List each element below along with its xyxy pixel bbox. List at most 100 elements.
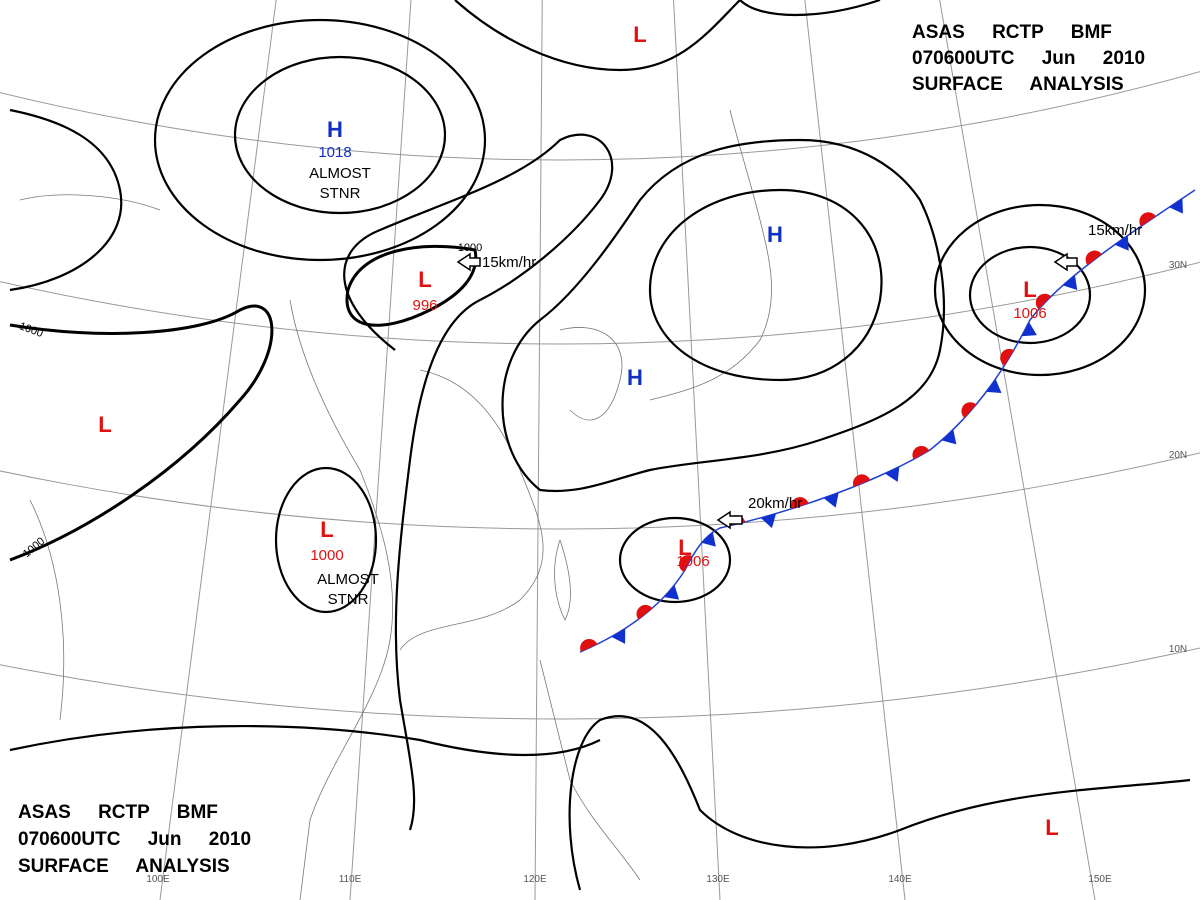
center-pressure: 996: [412, 297, 437, 314]
latitude-label: 30N: [1169, 260, 1187, 271]
isobar: [233, 55, 447, 215]
header-line: SURFACE ANALYSIS: [18, 856, 230, 877]
labels: H1018L996L1000L1006L1006HHLLLALMOSTSTNRA…: [17, 22, 1187, 885]
warm-symbol: [1139, 212, 1156, 227]
meridian: [939, 0, 1096, 900]
motion-label: 15km/hr: [482, 254, 536, 271]
note: STNR: [320, 185, 361, 202]
longitude-label: 110E: [339, 874, 362, 885]
cold-symbol: [760, 513, 777, 529]
latitude-label: 20N: [1169, 450, 1187, 461]
warm-symbol: [580, 639, 598, 652]
cold-symbol: [1021, 322, 1037, 337]
motion-arrow: [456, 252, 481, 272]
longitude-label: 140E: [888, 874, 912, 885]
warm-symbol: [912, 445, 930, 460]
isobar: [648, 188, 883, 382]
warm-symbol: [1035, 293, 1051, 310]
meridian: [804, 0, 906, 900]
longitude-label: 130E: [706, 874, 730, 885]
isobar: [968, 245, 1092, 345]
warm-symbol: [1085, 250, 1102, 265]
center-symbol: L: [418, 267, 431, 292]
note: STNR: [328, 591, 369, 608]
coast: [289, 299, 393, 900]
isobar: [618, 516, 732, 604]
center-symbol: L: [320, 517, 333, 542]
isobar: [343, 133, 614, 831]
header-line: SURFACE ANALYSIS: [912, 74, 1124, 95]
meridian: [534, 0, 543, 900]
center-pressure: 1018: [318, 144, 351, 161]
cold-symbol: [611, 628, 626, 644]
coast: [539, 659, 641, 881]
cold-symbol: [986, 378, 1002, 394]
isobar: [568, 714, 1191, 891]
cold-symbol: [884, 466, 900, 482]
isobars: [9, 0, 1191, 891]
warm-symbol: [961, 402, 977, 419]
motion-label: 20km/hr: [748, 495, 802, 512]
warm-symbol: [1000, 348, 1014, 366]
cold-symbol: [1169, 198, 1183, 214]
isobar: [274, 466, 378, 614]
motion-arrow: [716, 510, 743, 530]
isobar: [153, 18, 487, 262]
longitude-label: 100E: [146, 874, 170, 885]
coast: [19, 194, 161, 721]
center-symbol: L: [98, 412, 111, 437]
isobar: [9, 108, 123, 292]
center-pressure: 1006: [676, 553, 709, 570]
coast: [399, 369, 544, 651]
coast: [559, 327, 623, 421]
warm-symbol: [790, 497, 809, 509]
cold-symbol: [664, 585, 680, 600]
stationary-front: [579, 189, 1196, 653]
cold-symbol: [823, 492, 839, 508]
coast: [554, 539, 571, 621]
isobar: [933, 203, 1147, 377]
isobar: [9, 304, 274, 562]
warm-symbol: [679, 555, 693, 573]
isobar: [345, 244, 478, 327]
motion-arrow: [1053, 252, 1078, 272]
meridian: [159, 0, 277, 900]
note: ALMOST: [309, 165, 371, 182]
note: ALMOST: [317, 571, 379, 588]
meridian: [673, 0, 721, 900]
center-symbol: L: [633, 22, 646, 47]
center-symbol: L: [1045, 815, 1058, 840]
center-symbol: H: [767, 222, 783, 247]
cold-symbol: [1114, 235, 1129, 251]
center-symbol: L: [678, 535, 691, 560]
isobar: [454, 0, 741, 72]
motion-label: 15km/hr: [1088, 222, 1142, 239]
longitude-label: 150E: [1088, 874, 1112, 885]
cold-symbol: [701, 531, 716, 547]
header-line: 070600UTC Jun 2010: [912, 48, 1145, 69]
warm-symbol: [852, 474, 871, 487]
isobar: [501, 138, 945, 492]
isobar: [739, 0, 881, 17]
center-pressure: 1000: [310, 547, 343, 564]
coast: [649, 109, 772, 401]
longitude-label: 120E: [523, 874, 547, 885]
header-line: ASAS RCTP BMF: [912, 22, 1112, 43]
center-symbol: H: [327, 117, 343, 142]
header-line: ASAS RCTP BMF: [18, 802, 218, 823]
center-symbol: H: [627, 365, 643, 390]
latitude-label: 10N: [1169, 644, 1187, 655]
cold-symbol: [941, 429, 957, 445]
center-pressure: 1006: [1013, 305, 1046, 322]
header-line: 070600UTC Jun 2010: [18, 829, 251, 850]
cold-symbol: [1062, 274, 1078, 291]
center-symbol: L: [1023, 277, 1036, 302]
isobar: [9, 724, 601, 757]
meridian: [349, 0, 412, 900]
warm-symbol: [636, 604, 653, 620]
coastlines: [19, 109, 772, 900]
isobar-label: 1000: [458, 242, 482, 254]
